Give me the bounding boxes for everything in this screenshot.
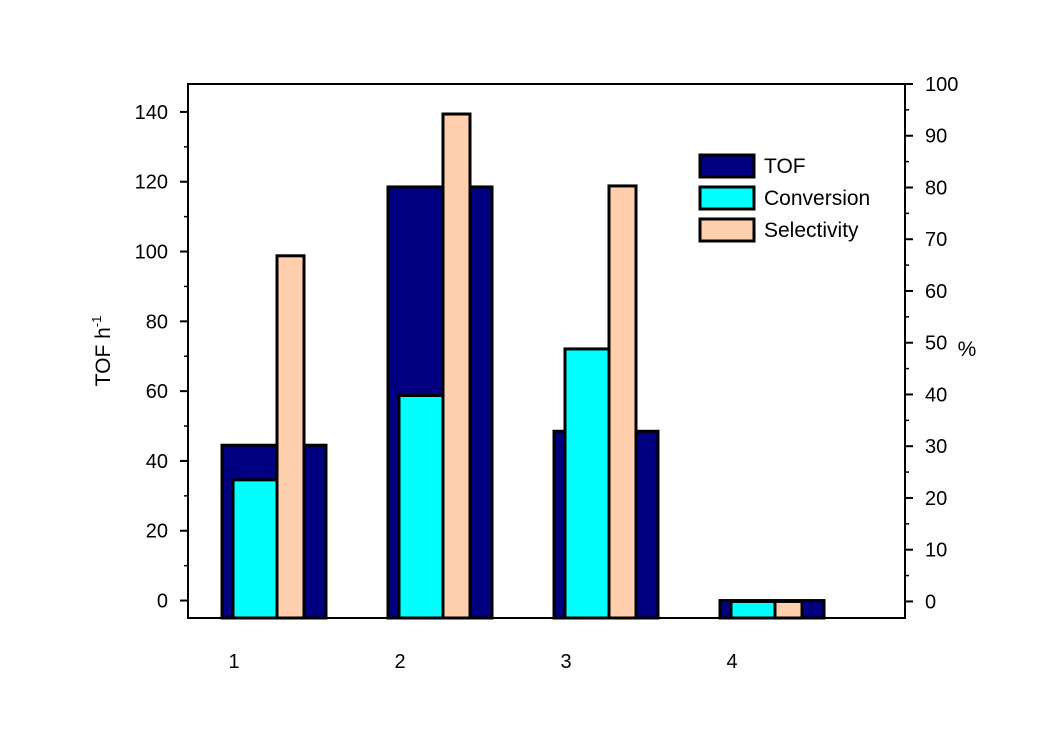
x-axis: 1 2 3 4 [228, 651, 737, 673]
left-tick-label: 80 [146, 311, 168, 333]
left-tick-label: 60 [146, 381, 168, 403]
left-axis: 0 20 40 60 80 100 120 140 [135, 102, 188, 613]
x-tick-label: 1 [228, 651, 239, 673]
right-tick-label: 100 [925, 74, 958, 96]
right-tick-label: 0 [925, 591, 936, 613]
bar-selectivity-1 [275, 254, 306, 620]
right-tick-label: 80 [925, 177, 947, 199]
bar-selectivity-4 [773, 599, 804, 620]
left-tick-label: 0 [157, 591, 168, 613]
right-tick-label: 70 [925, 229, 947, 251]
left-tick-label: 100 [135, 242, 168, 264]
right-tick-label: 90 [925, 126, 947, 148]
x-tick-label: 3 [560, 651, 571, 673]
right-tick-label: 40 [925, 384, 947, 406]
right-tick-label: 50 [925, 333, 947, 355]
left-tick-label: 20 [146, 521, 168, 543]
legend-label-tof: TOF [764, 155, 806, 178]
plot-frame [187, 83, 906, 619]
left-axis-title: TOF h-1 [89, 316, 115, 387]
legend-label-conversion: Conversion [764, 187, 870, 210]
bar-conversion-1 [231, 478, 280, 620]
left-tick-label: 140 [135, 102, 168, 124]
right-tick-label: 60 [925, 281, 947, 303]
bar-conversion-2 [397, 394, 446, 620]
legend-swatch-selectivity [698, 217, 756, 243]
bar-selectivity-3 [607, 184, 638, 620]
left-axis-title-main: TOF h [92, 327, 115, 386]
left-tick-label: 40 [146, 451, 168, 473]
bar-conversion-3 [563, 347, 612, 620]
legend: TOF Conversion Selectivity [698, 153, 870, 243]
x-tick-label: 4 [726, 651, 737, 673]
right-tick-label: 20 [925, 488, 947, 510]
right-axis: 0 10 20 30 40 50 60 70 80 90 100 [905, 74, 958, 613]
right-axis-title: % [958, 338, 977, 361]
legend-swatch-conversion [698, 185, 756, 211]
legend-swatch-tof [698, 153, 756, 179]
bar-selectivity-2 [441, 112, 472, 620]
legend-label-selectivity: Selectivity [764, 219, 859, 242]
right-tick-label: 30 [925, 436, 947, 458]
right-tick-label: 10 [925, 540, 947, 562]
left-axis-title-superscript: -1 [89, 316, 104, 328]
left-tick-label: 120 [135, 172, 168, 194]
bar-conversion-4 [729, 599, 778, 620]
x-tick-label: 2 [394, 651, 405, 673]
